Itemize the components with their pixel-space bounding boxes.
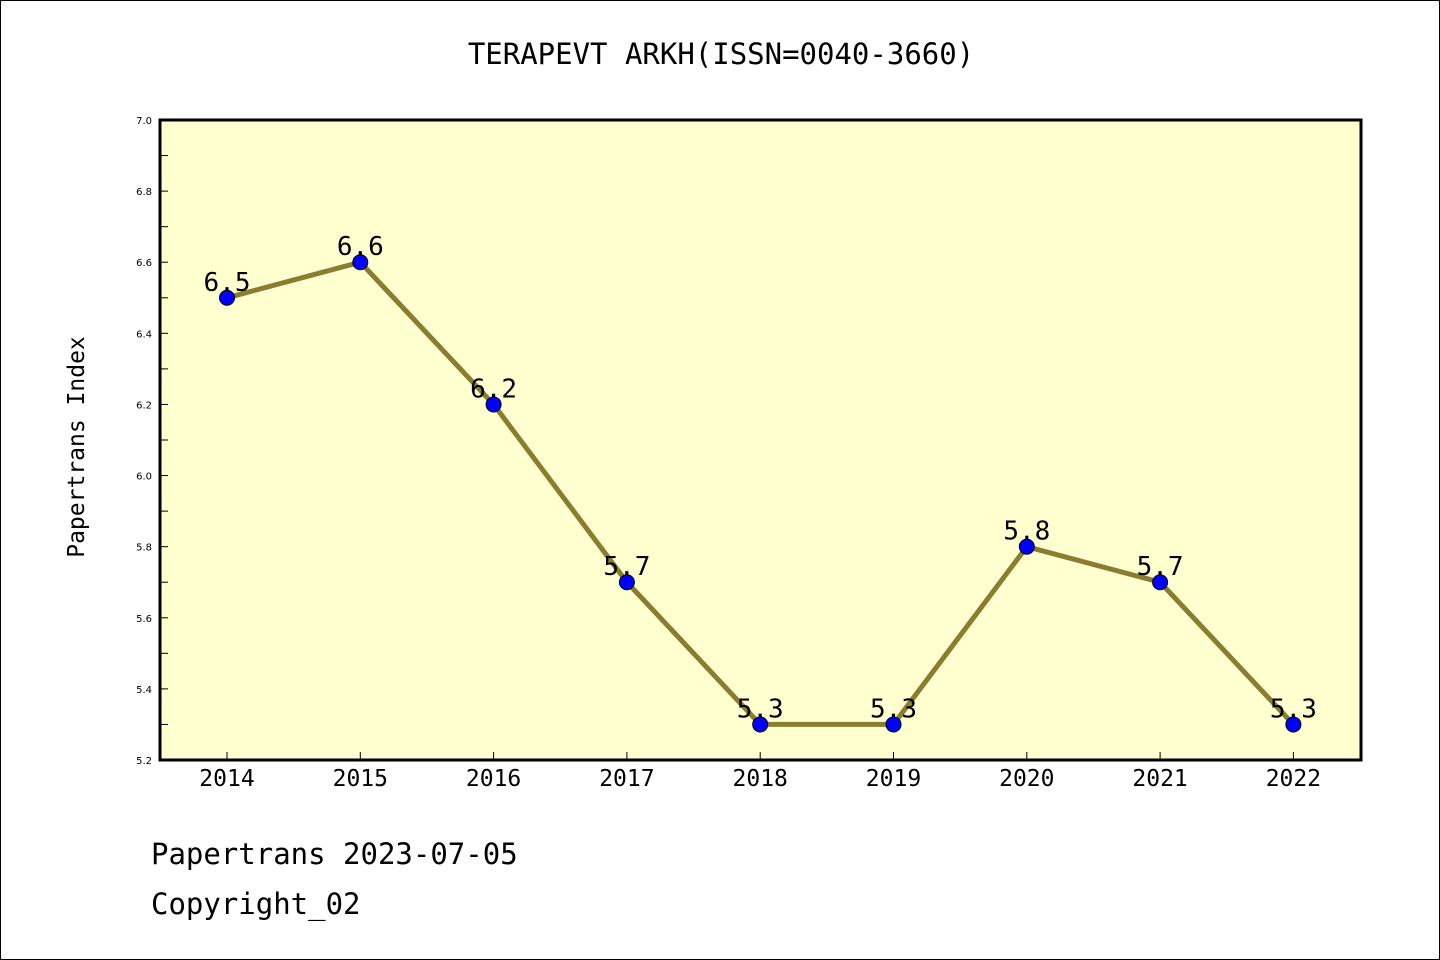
- y-tick-label: 6.2: [136, 400, 152, 411]
- data-label: 6.6: [337, 232, 384, 262]
- data-point: [1285, 716, 1302, 733]
- y-tick-label: 6.0: [136, 472, 152, 483]
- data-point: [485, 396, 502, 413]
- footer-date-line: Papertrans 2023-07-05: [151, 837, 518, 871]
- x-tick-label: 2014: [199, 766, 254, 792]
- data-point: [885, 716, 902, 733]
- data-label: 5.3: [1270, 694, 1317, 724]
- y-tick-label: 7.0: [136, 116, 152, 127]
- data-point: [352, 254, 369, 271]
- x-tick-label: 2017: [599, 766, 654, 792]
- data-label: 5.3: [737, 694, 784, 724]
- y-tick-label: 5.4: [136, 685, 152, 696]
- y-tick-label: 5.2: [136, 756, 152, 767]
- data-label: 5.7: [1137, 552, 1184, 582]
- data-label: 5.3: [870, 694, 917, 724]
- plot-area: [158, 118, 1363, 762]
- data-point: [219, 289, 235, 306]
- x-tick-label: 2020: [999, 766, 1054, 792]
- data-point: [618, 574, 635, 591]
- data-label: 5.7: [603, 552, 650, 582]
- data-label: 6.5: [204, 268, 251, 298]
- x-tick-label: 2022: [1266, 766, 1321, 792]
- x-tick-label: 2019: [866, 766, 921, 792]
- data-point: [752, 716, 769, 733]
- data-label: 5.8: [1003, 517, 1050, 547]
- x-tick-label: 2016: [466, 766, 521, 792]
- y-tick-label: 6.6: [136, 258, 152, 269]
- data-label: 6.2: [470, 374, 517, 404]
- x-tick-label: 2021: [1132, 766, 1187, 792]
- x-tick-label: 2018: [733, 766, 788, 792]
- chart-title: TERAPEVT ARKH(ISSN=0040-3660): [467, 37, 975, 71]
- data-point: [1018, 538, 1035, 555]
- footer-copyright-line: Copyright_02: [151, 887, 361, 921]
- x-tick-label: 2015: [333, 766, 388, 792]
- y-tick-label: 6.8: [136, 187, 152, 198]
- y-tick-label: 6.4: [136, 329, 152, 340]
- y-tick-label: 5.6: [136, 614, 152, 625]
- data-point: [1152, 574, 1169, 591]
- y-tick-label: 5.8: [136, 543, 152, 554]
